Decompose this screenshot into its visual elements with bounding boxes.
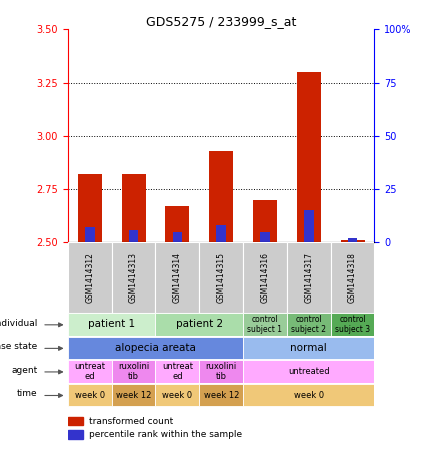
Bar [331, 313, 374, 336]
Bar [112, 360, 155, 383]
Text: GSM1414312: GSM1414312 [85, 252, 94, 303]
Text: GSM1414318: GSM1414318 [348, 252, 357, 303]
Bar [85, 227, 95, 242]
Bar [68, 360, 112, 383]
Bar [253, 200, 277, 242]
Text: control
subject 3: control subject 3 [335, 315, 370, 334]
Bar [155, 313, 243, 336]
Text: time: time [17, 389, 37, 398]
Text: control
subject 1: control subject 1 [247, 315, 283, 334]
Bar [243, 242, 287, 313]
Bar [166, 206, 190, 242]
Text: transformed count: transformed count [89, 416, 173, 425]
Bar [260, 232, 270, 242]
Bar [112, 384, 155, 406]
Bar [68, 384, 112, 406]
Text: untreat
ed: untreat ed [74, 362, 105, 381]
Bar [155, 384, 199, 406]
Text: GSM1414316: GSM1414316 [261, 252, 269, 303]
Bar [304, 211, 314, 242]
Bar [199, 384, 243, 406]
Bar [173, 232, 182, 242]
Text: normal: normal [290, 343, 327, 353]
Text: week 0: week 0 [75, 390, 105, 400]
Bar [155, 360, 199, 383]
Bar [209, 151, 233, 242]
Bar [78, 174, 102, 242]
Text: week 0: week 0 [294, 390, 324, 400]
Text: ruxolini
tib: ruxolini tib [205, 362, 237, 381]
Bar [155, 242, 199, 313]
Text: untreated: untreated [288, 367, 330, 376]
Bar [199, 242, 243, 313]
Bar [68, 337, 243, 359]
Text: agent: agent [11, 366, 37, 375]
Text: ruxolini
tib: ruxolini tib [118, 362, 149, 381]
Text: week 12: week 12 [204, 390, 239, 400]
Text: GSM1414315: GSM1414315 [217, 252, 226, 303]
Bar [341, 240, 364, 242]
Text: patient 1: patient 1 [88, 319, 135, 329]
Text: disease state: disease state [0, 342, 37, 351]
Text: untreat
ed: untreat ed [162, 362, 193, 381]
Text: GSM1414313: GSM1414313 [129, 252, 138, 303]
Text: week 12: week 12 [116, 390, 151, 400]
Bar [243, 360, 374, 383]
Text: alopecia areata: alopecia areata [115, 343, 196, 353]
Title: GDS5275 / 233999_s_at: GDS5275 / 233999_s_at [146, 15, 297, 28]
Bar [331, 242, 374, 313]
Bar [199, 360, 243, 383]
Bar [348, 238, 357, 242]
Bar [243, 313, 287, 336]
Text: GSM1414317: GSM1414317 [304, 252, 313, 303]
Bar [216, 225, 226, 242]
Bar [243, 384, 374, 406]
Bar [122, 174, 145, 242]
Bar [243, 337, 374, 359]
Bar [68, 313, 155, 336]
Bar [287, 313, 331, 336]
Bar [68, 242, 112, 313]
Text: week 0: week 0 [162, 390, 192, 400]
Text: patient 2: patient 2 [176, 319, 223, 329]
Text: percentile rank within the sample: percentile rank within the sample [89, 430, 243, 439]
Bar [68, 430, 83, 439]
Bar [112, 242, 155, 313]
Text: GSM1414314: GSM1414314 [173, 252, 182, 303]
Bar [287, 242, 331, 313]
Bar [129, 230, 138, 242]
Bar [297, 72, 321, 242]
Text: control
subject 2: control subject 2 [291, 315, 326, 334]
Text: individual: individual [0, 318, 37, 328]
Bar [68, 417, 83, 425]
